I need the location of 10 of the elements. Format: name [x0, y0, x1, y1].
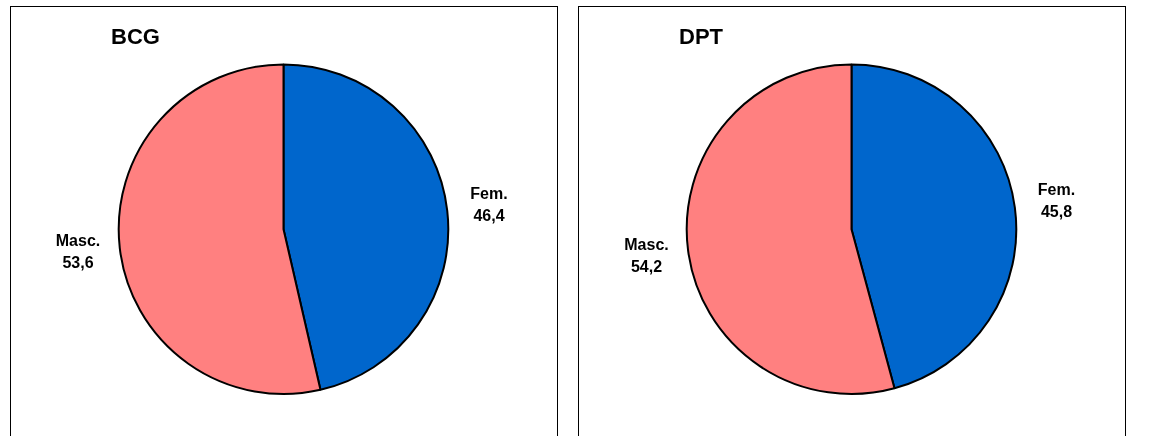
slice-label: Masc. — [624, 235, 669, 253]
slice-label: Fem. — [470, 185, 508, 203]
chart-title: BCG — [111, 24, 160, 50]
data-label: 46,4 — [473, 207, 505, 225]
data-label: 45,8 — [1040, 203, 1073, 221]
slice-label: Fem. — [1037, 181, 1076, 199]
chart-title: DPT — [679, 24, 724, 50]
slice-label: Masc. — [55, 231, 101, 249]
data-label: 53,6 — [62, 253, 94, 271]
data-label: 54,2 — [630, 257, 663, 275]
